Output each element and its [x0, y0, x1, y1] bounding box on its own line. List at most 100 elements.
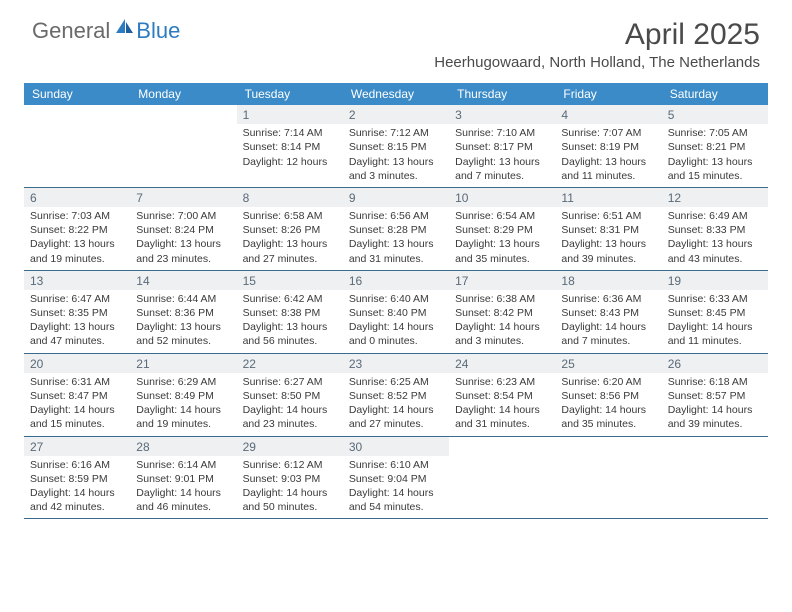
day-cell: 4Sunrise: 7:07 AMSunset: 8:19 PMDaylight… [555, 105, 661, 187]
day-cell: 25Sunrise: 6:20 AMSunset: 8:56 PMDayligh… [555, 354, 661, 436]
day-number: 27 [24, 437, 130, 456]
day-number: 2 [343, 105, 449, 124]
daylight-line: Daylight: 14 hours and 3 minutes. [455, 320, 549, 348]
sunrise-line: Sunrise: 6:51 AM [561, 209, 655, 223]
day-number: 19 [662, 271, 768, 290]
sunrise-line: Sunrise: 7:12 AM [349, 126, 443, 140]
sunrise-line: Sunrise: 6:56 AM [349, 209, 443, 223]
sunrise-line: Sunrise: 6:12 AM [243, 458, 337, 472]
day-cell: 20Sunrise: 6:31 AMSunset: 8:47 PMDayligh… [24, 354, 130, 436]
daylight-line: Daylight: 12 hours [243, 155, 337, 169]
sunset-line: Sunset: 8:24 PM [136, 223, 230, 237]
sunset-line: Sunset: 8:22 PM [30, 223, 124, 237]
day-cell: 6Sunrise: 7:03 AMSunset: 8:22 PMDaylight… [24, 188, 130, 270]
day-content: Sunrise: 7:03 AMSunset: 8:22 PMDaylight:… [24, 207, 130, 270]
sunset-line: Sunset: 8:31 PM [561, 223, 655, 237]
day-number: 22 [237, 354, 343, 373]
sunrise-line: Sunrise: 7:03 AM [30, 209, 124, 223]
day-number: 23 [343, 354, 449, 373]
sunset-line: Sunset: 8:59 PM [30, 472, 124, 486]
day-content: Sunrise: 6:27 AMSunset: 8:50 PMDaylight:… [237, 373, 343, 436]
day-cell: 13Sunrise: 6:47 AMSunset: 8:35 PMDayligh… [24, 271, 130, 353]
sunset-line: Sunset: 8:40 PM [349, 306, 443, 320]
sunrise-line: Sunrise: 6:33 AM [668, 292, 762, 306]
sunset-line: Sunset: 8:42 PM [455, 306, 549, 320]
sunrise-line: Sunrise: 6:44 AM [136, 292, 230, 306]
day-header: Tuesday [237, 83, 343, 105]
sunrise-line: Sunrise: 6:27 AM [243, 375, 337, 389]
day-number: 6 [24, 188, 130, 207]
day-content: Sunrise: 6:49 AMSunset: 8:33 PMDaylight:… [662, 207, 768, 270]
sunrise-line: Sunrise: 7:14 AM [243, 126, 337, 140]
day-content: Sunrise: 7:14 AMSunset: 8:14 PMDaylight:… [237, 124, 343, 173]
daylight-line: Daylight: 13 hours and 43 minutes. [668, 237, 762, 265]
title-block: April 2025 Heerhugowaard, North Holland,… [434, 18, 760, 71]
week-row: 6Sunrise: 7:03 AMSunset: 8:22 PMDaylight… [24, 188, 768, 271]
day-number: 5 [662, 105, 768, 124]
month-title: April 2025 [434, 18, 760, 52]
day-number: 11 [555, 188, 661, 207]
day-cell: .. [24, 105, 130, 187]
daylight-line: Daylight: 14 hours and 39 minutes. [668, 403, 762, 431]
day-content: Sunrise: 6:47 AMSunset: 8:35 PMDaylight:… [24, 290, 130, 353]
day-header: Friday [555, 83, 661, 105]
day-content: Sunrise: 6:20 AMSunset: 8:56 PMDaylight:… [555, 373, 661, 436]
day-cell: 23Sunrise: 6:25 AMSunset: 8:52 PMDayligh… [343, 354, 449, 436]
day-cell: 24Sunrise: 6:23 AMSunset: 8:54 PMDayligh… [449, 354, 555, 436]
sunset-line: Sunset: 8:26 PM [243, 223, 337, 237]
location-text: Heerhugowaard, North Holland, The Nether… [434, 54, 760, 71]
sunset-line: Sunset: 8:57 PM [668, 389, 762, 403]
sunrise-line: Sunrise: 6:47 AM [30, 292, 124, 306]
day-number: 1 [237, 105, 343, 124]
sunrise-line: Sunrise: 6:36 AM [561, 292, 655, 306]
day-number: 25 [555, 354, 661, 373]
day-content: Sunrise: 6:44 AMSunset: 8:36 PMDaylight:… [130, 290, 236, 353]
daylight-line: Daylight: 14 hours and 31 minutes. [455, 403, 549, 431]
daylight-line: Daylight: 14 hours and 11 minutes. [668, 320, 762, 348]
sunrise-line: Sunrise: 6:29 AM [136, 375, 230, 389]
daylight-line: Daylight: 13 hours and 11 minutes. [561, 155, 655, 183]
day-number: 7 [130, 188, 236, 207]
day-cell: 19Sunrise: 6:33 AMSunset: 8:45 PMDayligh… [662, 271, 768, 353]
week-row: 20Sunrise: 6:31 AMSunset: 8:47 PMDayligh… [24, 354, 768, 437]
sunrise-line: Sunrise: 6:23 AM [455, 375, 549, 389]
logo: General Blue [32, 18, 180, 44]
sunrise-line: Sunrise: 7:05 AM [668, 126, 762, 140]
day-header: Sunday [24, 83, 130, 105]
day-cell: 16Sunrise: 6:40 AMSunset: 8:40 PMDayligh… [343, 271, 449, 353]
day-cell: 14Sunrise: 6:44 AMSunset: 8:36 PMDayligh… [130, 271, 236, 353]
day-content: Sunrise: 6:18 AMSunset: 8:57 PMDaylight:… [662, 373, 768, 436]
daylight-line: Daylight: 13 hours and 27 minutes. [243, 237, 337, 265]
daylight-line: Daylight: 13 hours and 52 minutes. [136, 320, 230, 348]
day-cell: 22Sunrise: 6:27 AMSunset: 8:50 PMDayligh… [237, 354, 343, 436]
day-cell: 17Sunrise: 6:38 AMSunset: 8:42 PMDayligh… [449, 271, 555, 353]
day-content: Sunrise: 6:25 AMSunset: 8:52 PMDaylight:… [343, 373, 449, 436]
day-content: Sunrise: 6:16 AMSunset: 8:59 PMDaylight:… [24, 456, 130, 519]
daylight-line: Daylight: 14 hours and 15 minutes. [30, 403, 124, 431]
day-cell: 21Sunrise: 6:29 AMSunset: 8:49 PMDayligh… [130, 354, 236, 436]
day-number: 8 [237, 188, 343, 207]
sunrise-line: Sunrise: 6:10 AM [349, 458, 443, 472]
day-content: Sunrise: 6:33 AMSunset: 8:45 PMDaylight:… [662, 290, 768, 353]
daylight-line: Daylight: 13 hours and 31 minutes. [349, 237, 443, 265]
day-cell: .. [555, 437, 661, 519]
sunset-line: Sunset: 8:29 PM [455, 223, 549, 237]
day-number: 18 [555, 271, 661, 290]
day-cell: 15Sunrise: 6:42 AMSunset: 8:38 PMDayligh… [237, 271, 343, 353]
daylight-line: Daylight: 14 hours and 35 minutes. [561, 403, 655, 431]
sunrise-line: Sunrise: 6:49 AM [668, 209, 762, 223]
sunset-line: Sunset: 8:47 PM [30, 389, 124, 403]
daylight-line: Daylight: 13 hours and 7 minutes. [455, 155, 549, 183]
day-number: 14 [130, 271, 236, 290]
sunset-line: Sunset: 8:43 PM [561, 306, 655, 320]
day-content: Sunrise: 6:29 AMSunset: 8:49 PMDaylight:… [130, 373, 236, 436]
daylight-line: Daylight: 13 hours and 47 minutes. [30, 320, 124, 348]
day-content: Sunrise: 6:23 AMSunset: 8:54 PMDaylight:… [449, 373, 555, 436]
day-content: Sunrise: 6:51 AMSunset: 8:31 PMDaylight:… [555, 207, 661, 270]
day-content: Sunrise: 7:05 AMSunset: 8:21 PMDaylight:… [662, 124, 768, 187]
week-row: 13Sunrise: 6:47 AMSunset: 8:35 PMDayligh… [24, 271, 768, 354]
sunset-line: Sunset: 8:38 PM [243, 306, 337, 320]
day-number: 30 [343, 437, 449, 456]
day-number: 20 [24, 354, 130, 373]
sunrise-line: Sunrise: 6:20 AM [561, 375, 655, 389]
